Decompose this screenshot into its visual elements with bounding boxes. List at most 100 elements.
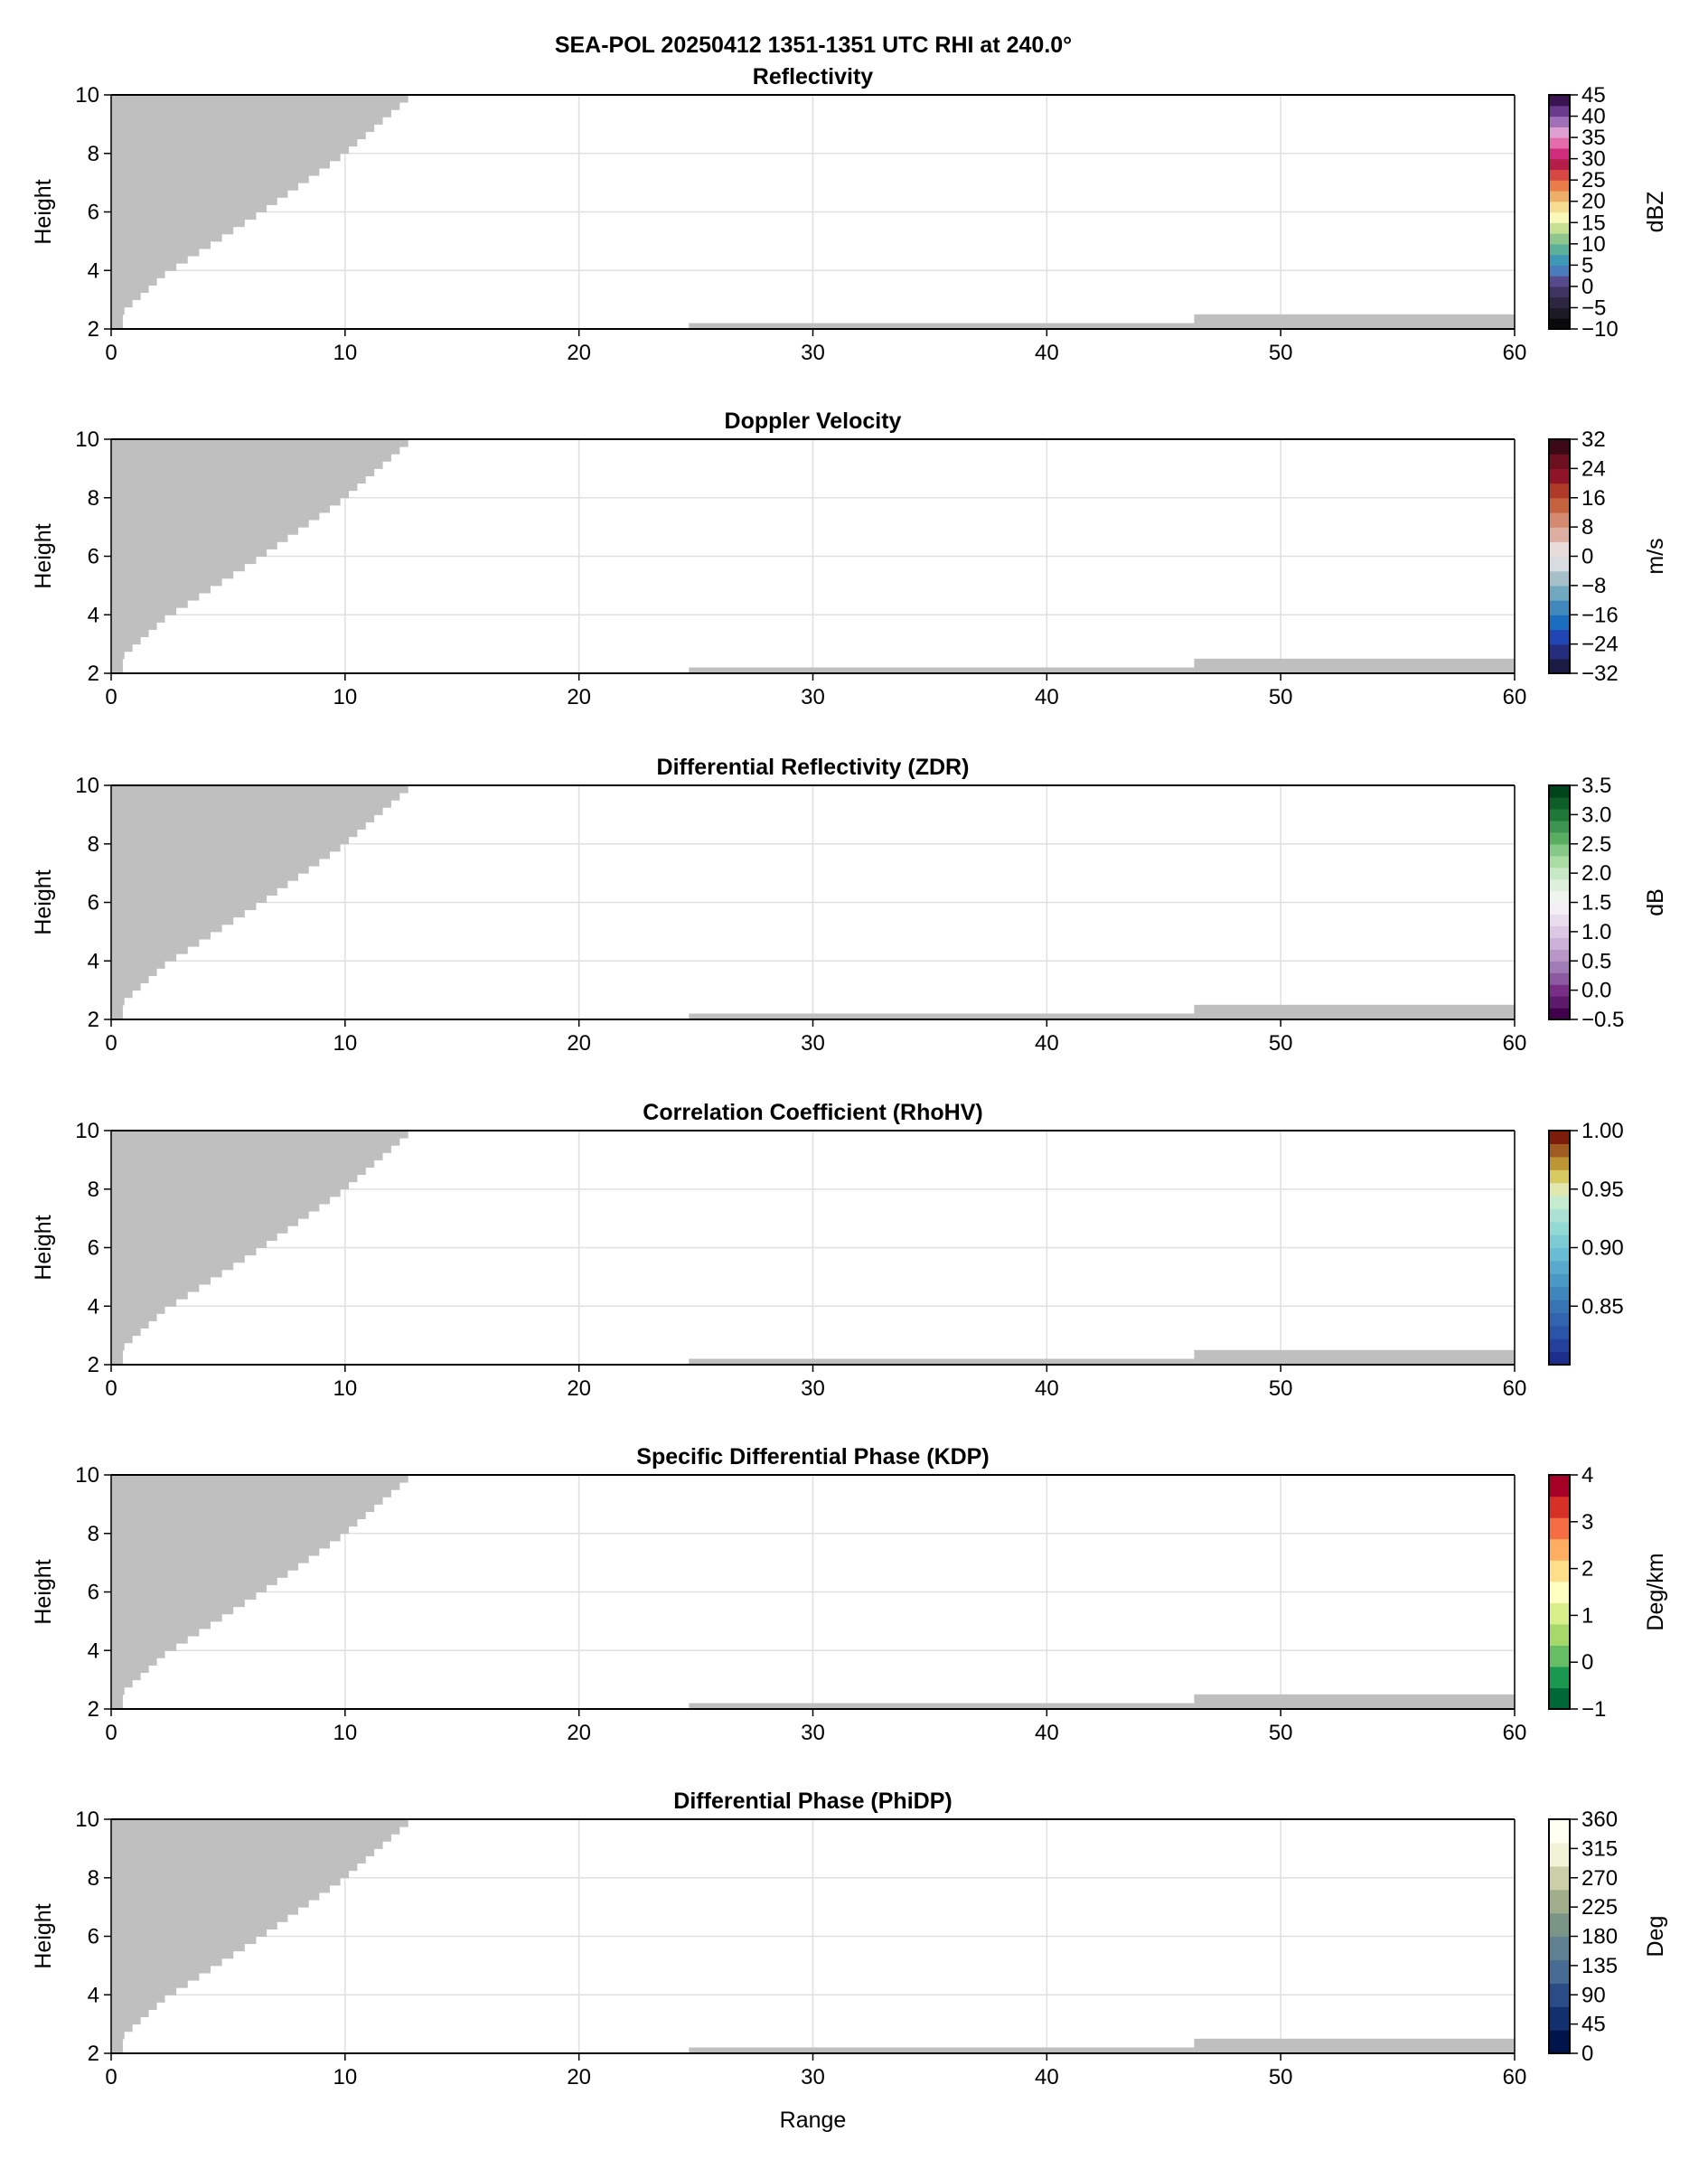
beam-blockage-cell: [111, 658, 123, 667]
beam-blockage-cell: [111, 1657, 157, 1666]
ground-clutter-cell: [689, 1013, 1195, 1019]
colorbar-swatch: [1549, 296, 1570, 309]
beam-blockage-cell: [111, 277, 157, 286]
colorbar-swatch: [1549, 996, 1570, 1009]
beam-blockage-cell: [111, 1929, 267, 1937]
y-tick-label: 6: [88, 545, 99, 569]
beam-blockage-cell: [111, 873, 299, 881]
colorbar-swatch: [1549, 890, 1570, 904]
x-tick-label: 40: [1035, 341, 1059, 365]
colorbar-tick-label: 90: [1581, 1983, 1606, 2007]
colorbar-swatch: [1549, 961, 1570, 973]
beam-blockage-cell: [111, 1848, 375, 1856]
colorbar-swatch: [1549, 949, 1570, 962]
beam-blockage-cell: [111, 2023, 133, 2033]
colorbar-swatch: [1549, 265, 1570, 277]
beam-blockage-cell: [111, 1950, 234, 1959]
x-tick-label: 10: [333, 1031, 357, 1056]
beam-blockage-cell: [111, 807, 383, 815]
beam-blockage-cell: [111, 785, 408, 793]
colorbar-swatch: [1549, 180, 1570, 192]
beam-blockage-cell: [111, 577, 222, 587]
colorbar-tick-label: 40: [1581, 105, 1606, 129]
beam-blockage-cell: [111, 1987, 177, 1995]
colorbar-swatch: [1549, 1169, 1570, 1184]
colorbar-label: m/s: [1643, 538, 1668, 574]
beam-blockage-cell: [111, 520, 309, 528]
colorbar-tick-label: −0.5: [1581, 1008, 1624, 1032]
beam-blockage-cell: [111, 1011, 123, 1020]
beam-blockage-cell: [111, 131, 366, 140]
colorbar-swatch: [1549, 1300, 1570, 1314]
colorbar: 0 45 90 135 180 225 270 315 360 Deg: [1548, 1808, 1668, 2066]
ground-clutter-cell: [1194, 314, 1515, 329]
colorbar-swatch: [1549, 1983, 1570, 2007]
beam-blockage-cell: [111, 997, 125, 1006]
beam-blockage-cell: [111, 629, 149, 638]
beam-blockage-cell: [111, 829, 358, 838]
colorbar-swatch: [1549, 808, 1570, 822]
x-tick-label: 0: [105, 341, 117, 365]
colorbar-swatch: [1549, 1338, 1570, 1353]
x-tick-label: 30: [801, 2065, 825, 2089]
colorbar: −1 0 1 2 3 4 Deg/km: [1548, 1463, 1668, 1722]
beam-blockage-cell: [111, 233, 222, 242]
colorbar-swatch: [1549, 201, 1570, 213]
beam-blockage-cell: [111, 534, 288, 542]
beam-blockage-cell: [111, 475, 366, 484]
y-axis-label: Height: [31, 1559, 56, 1624]
colorbar-swatch: [1549, 1131, 1570, 1144]
beam-blockage-cell: [111, 1965, 211, 1974]
beam-blockage-cell: [111, 1599, 245, 1608]
colorbar-swatch: [1549, 1865, 1570, 1891]
x-tick-label: 60: [1503, 1376, 1527, 1401]
x-tick-label: 50: [1269, 1031, 1293, 1056]
beam-blockage-cell: [111, 931, 211, 940]
colorbar-swatch: [1549, 1143, 1570, 1158]
beam-blockage-cell: [111, 2038, 123, 2047]
beam-blockage-cell: [111, 270, 165, 278]
colorbar-tick-label: 270: [1581, 1866, 1618, 1891]
colorbar-swatch: [1549, 222, 1570, 234]
colorbar-frame: [1548, 1474, 1571, 1710]
beam-blockage-cell: [111, 665, 123, 674]
beam-blockage-cell: [111, 1606, 234, 1615]
beam-blockage-cell: [111, 1291, 188, 1300]
y-tick-label: 8: [88, 1178, 99, 1202]
x-tick-label: 60: [1503, 2065, 1527, 2089]
colorbar: −0.5 0.0 0.5 1.0 1.5 2.0 2.5 3.0 3.5 dB: [1548, 774, 1668, 1032]
y-tick-label: 2: [88, 317, 99, 342]
beam-blockage-cell: [111, 592, 200, 601]
beam-blockage-cell: [111, 1877, 341, 1886]
beam-blockage-cell: [111, 1167, 366, 1176]
beam-blockage-cell: [111, 248, 200, 257]
beam-blockage-cell: [111, 549, 267, 557]
ground-clutter-cell: [1194, 658, 1515, 673]
beam-blockage-cell: [111, 1328, 141, 1337]
beam-blockage-cell: [111, 563, 245, 572]
colorbar-tick-label: −24: [1581, 633, 1619, 657]
panel-title: Specific Differential Phase (KDP): [636, 1444, 989, 1469]
colorbar-tick-label: 8: [1581, 515, 1593, 540]
colorbar-swatch: [1549, 1286, 1570, 1300]
beam-blockage-cell: [111, 1233, 277, 1241]
y-tick-label: 8: [88, 832, 99, 857]
colorbar-swatch: [1549, 439, 1570, 455]
y-axis-label: Height: [31, 523, 56, 588]
beam-blockage-cell: [111, 299, 133, 308]
beam-blockage-cell: [111, 1819, 408, 1827]
colorbar-swatch: [1549, 1687, 1570, 1710]
y-tick-label: 10: [75, 427, 99, 452]
colorbar-swatch: [1549, 318, 1570, 330]
beam-blockage-cell: [111, 527, 299, 535]
colorbar-tick-label: 20: [1581, 190, 1606, 214]
x-tick-label: 10: [333, 685, 357, 709]
beam-blockage-cell: [111, 204, 267, 212]
beam-blockage-cell: [111, 146, 350, 155]
colorbar-tick-label: −16: [1581, 603, 1619, 627]
beam-blockage-cell: [111, 1855, 366, 1864]
colorbar-tick-label: 45: [1581, 2013, 1606, 2037]
colorbar-swatch: [1549, 95, 1570, 107]
colorbar-swatch: [1549, 855, 1570, 869]
beam-blockage-cell: [111, 446, 400, 455]
